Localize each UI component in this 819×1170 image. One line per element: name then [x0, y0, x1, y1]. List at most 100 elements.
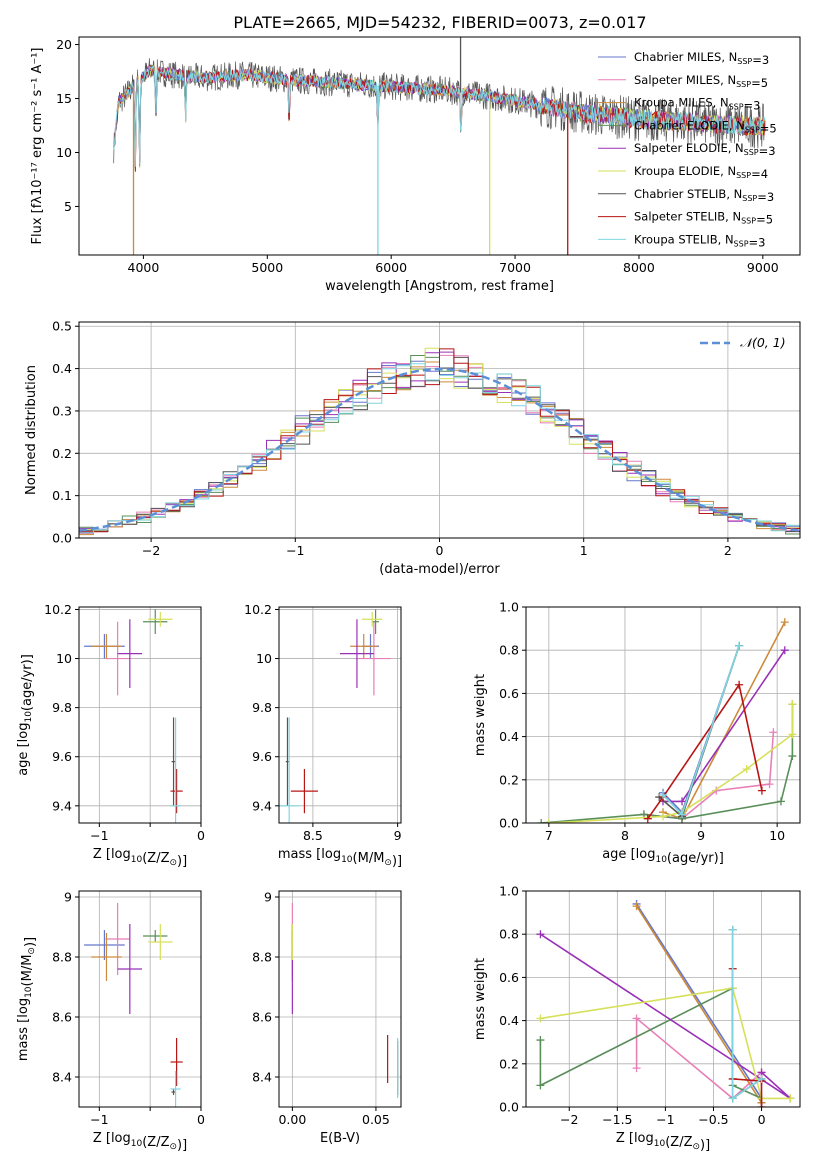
plot-area: [537, 618, 797, 823]
weight-marker: [678, 797, 687, 806]
weight-marker: [678, 810, 687, 819]
legend-entry: Kroupa MILES, NSSP=3: [634, 96, 761, 113]
errorbar-salpeter-miles: [105, 621, 130, 696]
x-axis-label: (data-model)/error: [379, 562, 500, 577]
x-axis-label: wavelength [Angstrom, rest frame]: [325, 279, 554, 294]
panel-3: 8.5 9 9.4 9.6 9.8 10 10.2 mass [log10(M/M⊙)]: [244, 602, 402, 869]
legend-entry: Salpeter MILES, NSSP=5: [634, 73, 768, 90]
plot-area: [279, 609, 391, 823]
plot-area: [536, 899, 795, 1107]
y-tick-label: 10: [256, 651, 272, 666]
weight-line-salpeter-elodie: [663, 649, 786, 803]
weight-marker: [735, 641, 744, 650]
y-tick-label: 9: [264, 890, 272, 905]
x-tick-label: 8000: [623, 260, 655, 275]
weight-marker: [659, 790, 667, 799]
x-tick-label: −1: [286, 543, 304, 558]
weight-marker: [659, 812, 667, 821]
errorbar-salpeter-elodie: [340, 619, 374, 688]
weight-line-chabrier-stelib: [731, 929, 762, 1100]
x-tick-label: 8: [621, 828, 629, 843]
errorbar-kroupa-elodie: [362, 611, 383, 627]
errorbar-kroupa-elodie: [148, 924, 173, 960]
x-tick-label: −2: [560, 1112, 578, 1127]
axes-frame: [78, 321, 801, 539]
x-tick-label: 4000: [128, 260, 160, 275]
weight-marker: [536, 1081, 545, 1090]
y-tick-label: 10.2: [244, 602, 272, 617]
y-tick-label: 0.0: [499, 816, 519, 831]
weight-marker: [742, 765, 751, 773]
y-tick-label: 0.6: [499, 686, 519, 701]
histogram-kroupa-stelib: [79, 363, 800, 534]
axes-frame: [525, 606, 801, 824]
errorbar-chabrier-elodie: [372, 609, 379, 634]
y-axis-label: mass weight: [473, 674, 488, 756]
weight-marker: [757, 786, 766, 795]
panel-7: −2 −1.5 −1 −0.5 0 0.0 0.2 0.4 0.6 0.8 1.0 Z [log10(…: [473, 884, 801, 1153]
x-tick-label: 5000: [251, 260, 283, 275]
x-axis-label: Z [log10(Z/Z⊙)]: [616, 1131, 710, 1153]
x-tick-label: 7000: [499, 260, 531, 275]
x-tick-label: 0: [197, 1112, 205, 1127]
x-tick-label: −0.5: [698, 1112, 728, 1127]
weight-marker: [728, 925, 737, 934]
histogram-salpeter-stelib: [79, 348, 800, 533]
x-tick-label: 9: [394, 828, 402, 843]
x-tick-label: 0.05: [362, 1112, 390, 1127]
errorbar-salpeter-stelib: [290, 769, 318, 814]
legend: 𝒩(0, 1): [700, 335, 786, 350]
legend-entry: Kroupa ELODIE, NSSP=4: [634, 164, 768, 181]
errorbar-kroupa-elodie: [148, 611, 173, 627]
y-tick-label: 9.4: [52, 798, 72, 813]
legend-entry: Chabrier ELODIE, NSSP=5: [634, 118, 777, 135]
weight-line-kroupa-stelib: [731, 929, 762, 1100]
panel-5: −1 0 8.4 8.6 8.8 9 Z [log10(Z/Z⊙)] mass [log10(…: [16, 890, 205, 1154]
y-tick-label: 9: [64, 890, 72, 905]
x-tick-label: 9: [697, 828, 705, 843]
errorbar-kroupa-stelib: [279, 717, 300, 823]
panel-0: 4000 5000 6000 7000 8000 9000 5 10 15 20 wavelengt…: [30, 36, 801, 294]
y-tick-label: 10: [56, 145, 72, 160]
x-axis-label: age [log10(age/yr)]: [602, 847, 724, 866]
weight-marker: [735, 680, 744, 689]
y-tick-label: 10: [56, 651, 72, 666]
errorbar-salpeter-elodie: [117, 924, 143, 1014]
weight-marker: [780, 646, 789, 655]
y-tick-label: 8.8: [52, 950, 72, 965]
y-tick-label: 8.4: [252, 1070, 272, 1085]
errorbar-chabrier-stelib: [171, 1089, 176, 1095]
errorbar-chabrier-miles: [84, 930, 125, 960]
y-tick-label: 8.6: [252, 1010, 272, 1025]
x-tick-label: −1: [656, 1112, 674, 1127]
axes-frame: [78, 890, 202, 1108]
panel-2: −1 0 9.4 9.6 9.8 10 10.2 Z [log10(Z/Z⊙)] age [lo…: [16, 602, 205, 869]
weight-marker: [544, 819, 553, 823]
weight-line-kroupa-elodie: [540, 987, 791, 1100]
y-axis-label: Flux [fλ10⁻¹⁷ erg cm⁻² s⁻¹ A⁻¹]: [30, 48, 45, 245]
axes-frame: [78, 36, 801, 256]
y-tick-label: 9.4: [252, 798, 272, 813]
y-tick-label: 0.1: [52, 488, 72, 503]
y-tick-label: 15: [56, 91, 72, 106]
weight-line-salpeter-miles: [635, 1016, 763, 1100]
errorbar-salpeter-stelib: [170, 1038, 183, 1086]
axes-frame: [278, 606, 402, 824]
axes-frame: [278, 890, 402, 1108]
y-tick-label: 10.2: [44, 602, 72, 617]
panel-4: 7 8 9 10 0.0 0.2 0.4 0.6 0.8 1.0 age [log10(age/yr…: [473, 600, 801, 866]
y-axis-label: mass weight: [473, 958, 488, 1040]
errorbar-kroupa-stelib: [170, 1071, 181, 1107]
weight-line-chabrier-elodie: [539, 986, 762, 1100]
x-axis-label: Z [log10(Z/Z⊙)]: [93, 847, 187, 869]
y-axis-label: Normed distribution: [24, 365, 39, 495]
y-tick-label: 0.2: [52, 446, 72, 461]
plot-area: [84, 903, 183, 1107]
x-tick-label: −1.5: [602, 1112, 632, 1127]
errorbar-chabrier-elodie: [143, 930, 168, 942]
y-tick-label: 0.8: [499, 927, 519, 942]
weight-marker: [643, 814, 652, 823]
y-tick-label: 9.6: [52, 749, 72, 764]
legend-entry: Kroupa STELIB, NSSP=3: [634, 232, 765, 249]
